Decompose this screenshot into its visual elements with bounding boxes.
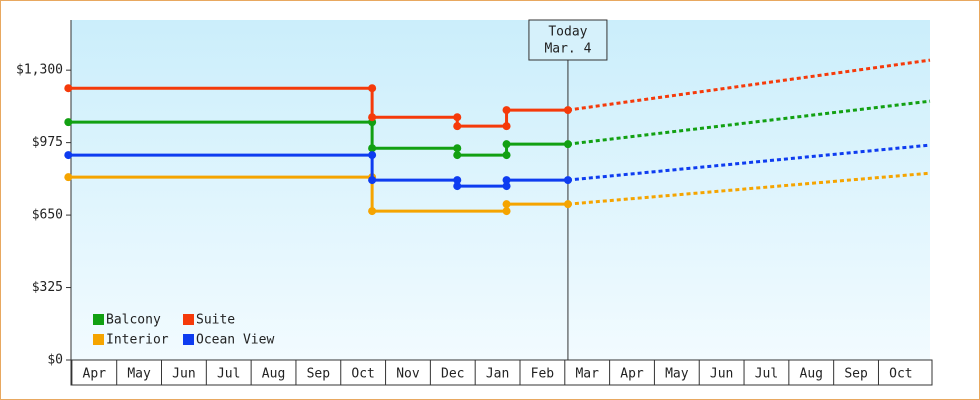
legend-swatch bbox=[93, 334, 104, 345]
point bbox=[64, 118, 73, 127]
point bbox=[368, 113, 377, 122]
legend-swatch bbox=[183, 314, 194, 325]
x-tick-label: May bbox=[127, 367, 151, 382]
forecast-line bbox=[567, 143, 931, 182]
legend-label: Suite bbox=[196, 313, 235, 328]
point bbox=[64, 151, 73, 160]
y-tick-label: $1,300 bbox=[16, 63, 63, 78]
legend-label: Ocean View bbox=[196, 333, 274, 348]
x-tick-label: Oct bbox=[351, 367, 374, 382]
point bbox=[563, 106, 572, 115]
forecast-line bbox=[567, 99, 931, 146]
point bbox=[563, 200, 572, 209]
point bbox=[64, 173, 73, 182]
x-tick-label: Nov bbox=[396, 367, 420, 382]
point bbox=[453, 182, 462, 191]
today-label: Today bbox=[548, 25, 587, 40]
today-label: Mar. 4 bbox=[544, 42, 591, 57]
point bbox=[502, 182, 511, 191]
x-tick-label: Mar bbox=[575, 367, 599, 382]
x-tick-label: Apr bbox=[83, 367, 107, 382]
point bbox=[502, 151, 511, 160]
point bbox=[502, 140, 511, 149]
legend-label: Interior bbox=[106, 333, 169, 348]
point bbox=[502, 200, 511, 209]
x-tick-label: Sep bbox=[844, 367, 868, 382]
point bbox=[368, 144, 377, 153]
point bbox=[368, 207, 377, 216]
forecast-line bbox=[567, 58, 931, 112]
point bbox=[453, 122, 462, 131]
point bbox=[563, 140, 572, 149]
series-line bbox=[68, 175, 568, 213]
point bbox=[502, 122, 511, 131]
x-tick-label: Feb bbox=[531, 367, 555, 382]
plot-area bbox=[71, 20, 930, 360]
point bbox=[453, 113, 462, 122]
y-tick-label: $325 bbox=[32, 280, 63, 295]
point bbox=[502, 106, 511, 115]
today-box bbox=[528, 19, 608, 61]
x-tick-label: Aug bbox=[800, 367, 823, 382]
point bbox=[453, 151, 462, 160]
x-tick-label: Aug bbox=[262, 367, 285, 382]
x-tick-label: Jul bbox=[217, 367, 240, 382]
x-tick-label: Oct bbox=[889, 367, 912, 382]
point bbox=[502, 207, 511, 216]
point bbox=[368, 176, 377, 185]
forecast-line bbox=[567, 171, 931, 206]
x-tick-label: Dec bbox=[441, 367, 464, 382]
point bbox=[368, 84, 377, 93]
x-tick-label: Sep bbox=[307, 367, 331, 382]
point bbox=[563, 176, 572, 185]
x-tick-label: Jun bbox=[172, 367, 195, 382]
y-tick-label: $0 bbox=[47, 353, 63, 368]
point bbox=[453, 176, 462, 185]
point bbox=[453, 144, 462, 153]
legend-label: Balcony bbox=[106, 313, 161, 328]
y-tick-label: $650 bbox=[32, 208, 63, 223]
x-tick-label: Apr bbox=[620, 367, 644, 382]
point bbox=[368, 151, 377, 160]
y-tick-label: $975 bbox=[32, 135, 63, 150]
x-tick-label: Jun bbox=[710, 367, 733, 382]
point bbox=[502, 176, 511, 185]
x-tick-label: Jul bbox=[755, 367, 778, 382]
legend-swatch bbox=[183, 334, 194, 345]
point bbox=[64, 84, 73, 93]
x-tick-label: May bbox=[665, 367, 689, 382]
x-tick-label: Jan bbox=[486, 367, 509, 382]
legend-swatch bbox=[93, 314, 104, 325]
